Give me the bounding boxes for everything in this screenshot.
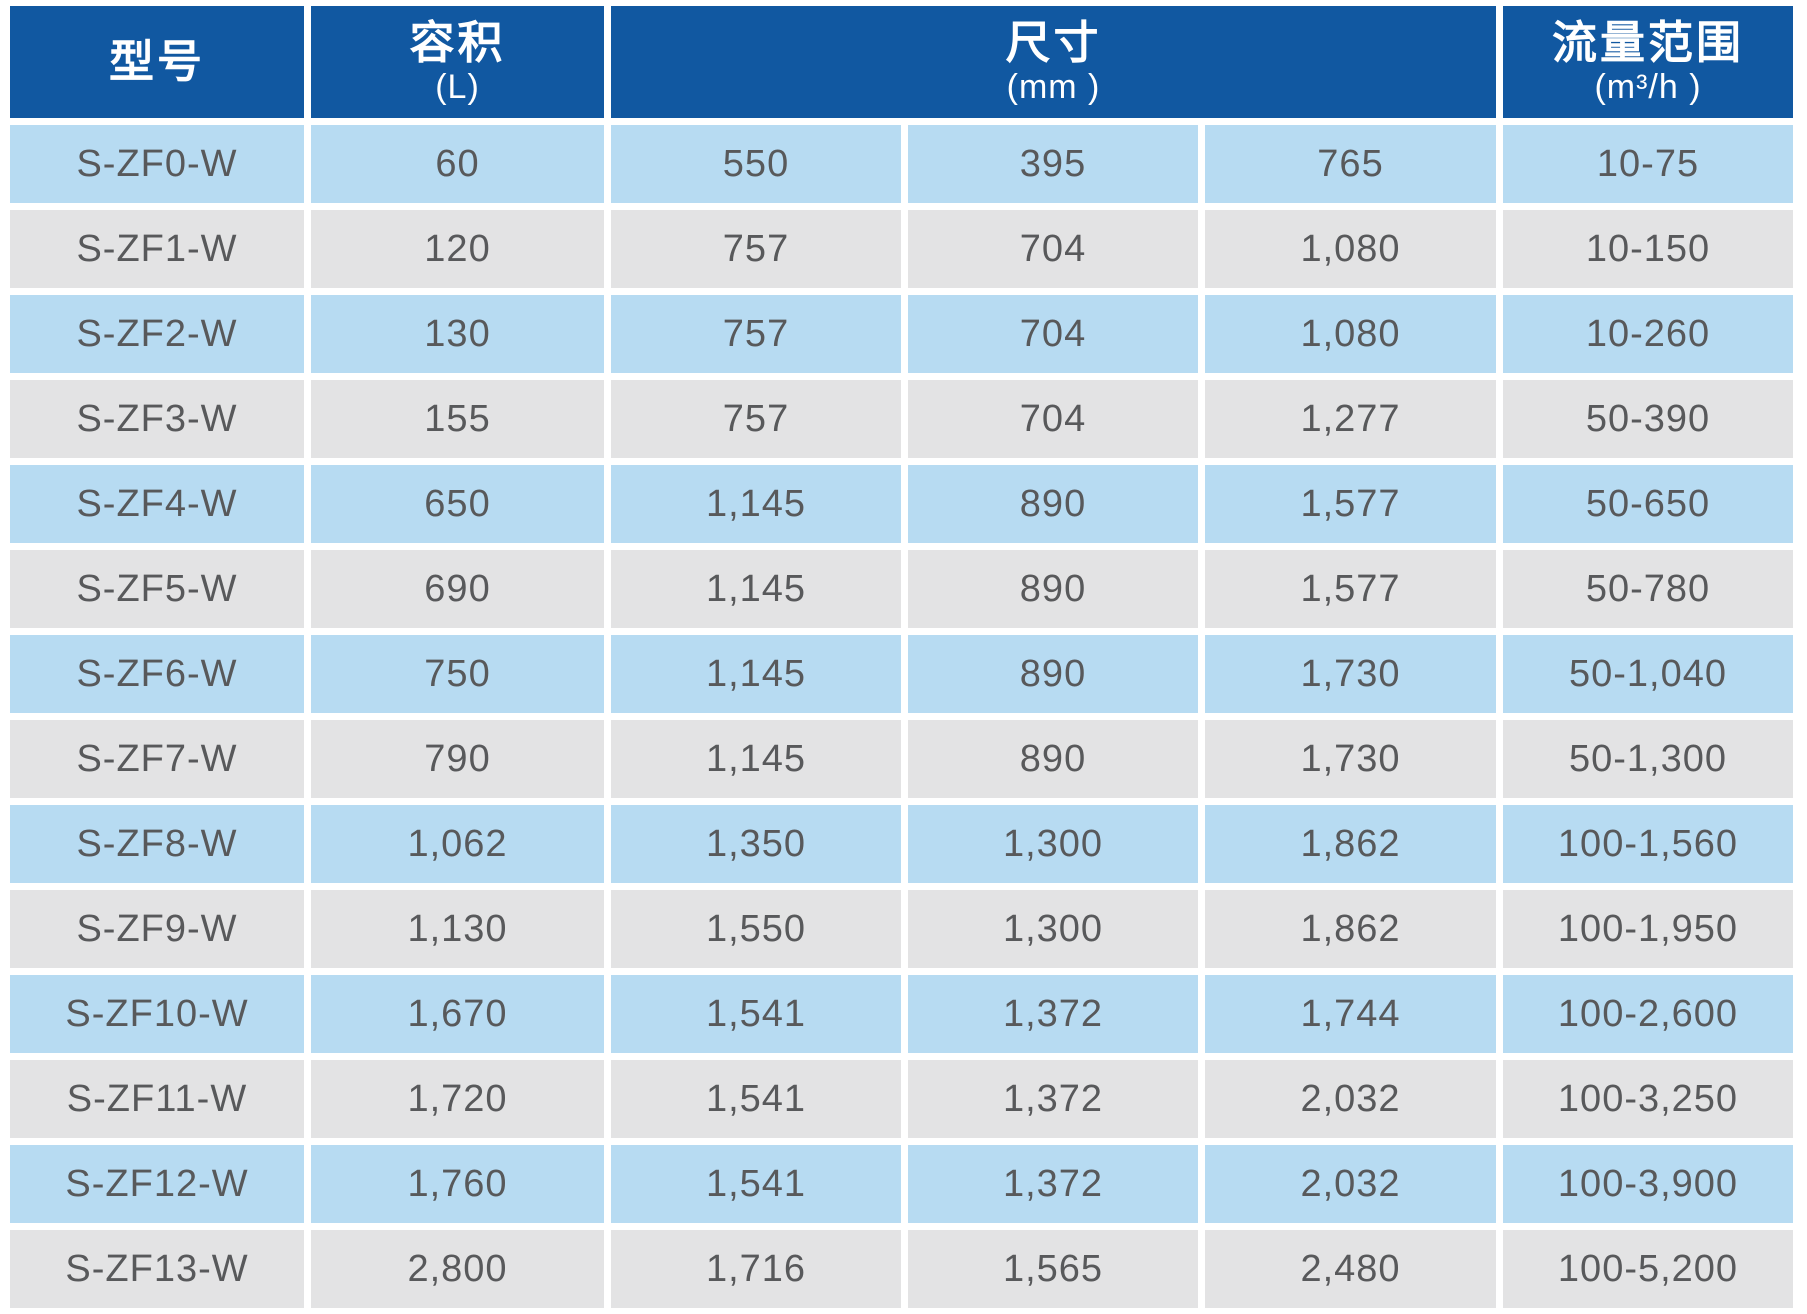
cell-dim-1: 1,541	[611, 975, 901, 1053]
cell-dim-2: 1,565	[908, 1230, 1198, 1308]
cell-dim-1: 1,716	[611, 1230, 901, 1308]
cell-volume: 690	[311, 550, 604, 628]
cell-flow-range: 50-390	[1503, 380, 1793, 458]
cell-dim-3: 1,080	[1205, 210, 1496, 288]
cell-dim-2: 1,372	[908, 975, 1198, 1053]
cell-dim-3: 1,862	[1205, 890, 1496, 968]
cell-model: S-ZF11-W	[10, 1060, 304, 1138]
cell-dim-1: 1,145	[611, 550, 901, 628]
cell-volume: 1,720	[311, 1060, 604, 1138]
cell-flow-range: 50-650	[1503, 465, 1793, 543]
cell-volume: 60	[311, 125, 604, 203]
cell-dim-2: 890	[908, 635, 1198, 713]
cell-model: S-ZF4-W	[10, 465, 304, 543]
cell-volume: 1,130	[311, 890, 604, 968]
cell-flow-range: 50-780	[1503, 550, 1793, 628]
cell-model: S-ZF6-W	[10, 635, 304, 713]
cell-flow-range: 100-5,200	[1503, 1230, 1793, 1308]
cell-model: S-ZF0-W	[10, 125, 304, 203]
header-model: 型号	[10, 6, 304, 118]
cell-flow-range: 10-75	[1503, 125, 1793, 203]
cell-dim-3: 1,277	[1205, 380, 1496, 458]
cell-dim-1: 1,145	[611, 720, 901, 798]
cell-model: S-ZF2-W	[10, 295, 304, 373]
cell-dim-2: 1,372	[908, 1145, 1198, 1223]
cell-model: S-ZF13-W	[10, 1230, 304, 1308]
cell-dim-3: 2,480	[1205, 1230, 1496, 1308]
header-flow-range: 流量范围 (m³/h )	[1503, 6, 1793, 118]
cell-volume: 1,760	[311, 1145, 604, 1223]
cell-volume: 650	[311, 465, 604, 543]
cell-dim-1: 757	[611, 295, 901, 373]
cell-volume: 1,670	[311, 975, 604, 1053]
cell-dim-3: 1,730	[1205, 635, 1496, 713]
cell-dim-2: 704	[908, 295, 1198, 373]
header-flow-range-title: 流量范围	[1551, 16, 1744, 68]
cell-dim-1: 1,541	[611, 1060, 901, 1138]
header-size-unit: (mm )	[1006, 68, 1101, 107]
cell-dim-1: 1,145	[611, 635, 901, 713]
cell-dim-3: 2,032	[1205, 1145, 1496, 1223]
cell-volume: 1,062	[311, 805, 604, 883]
cell-volume: 130	[311, 295, 604, 373]
cell-dim-3: 765	[1205, 125, 1496, 203]
cell-volume: 120	[311, 210, 604, 288]
header-volume-unit: (L)	[435, 68, 480, 107]
cell-dim-2: 890	[908, 465, 1198, 543]
cell-dim-2: 890	[908, 550, 1198, 628]
cell-dim-3: 1,577	[1205, 465, 1496, 543]
cell-dim-3: 2,032	[1205, 1060, 1496, 1138]
cell-flow-range: 100-2,600	[1503, 975, 1793, 1053]
cell-dim-2: 1,300	[908, 805, 1198, 883]
header-size-title: 尺寸	[1005, 16, 1102, 68]
cell-volume: 750	[311, 635, 604, 713]
cell-flow-range: 10-150	[1503, 210, 1793, 288]
cell-dim-1: 550	[611, 125, 901, 203]
cell-dim-2: 704	[908, 210, 1198, 288]
cell-dim-2: 1,372	[908, 1060, 1198, 1138]
cell-dim-1: 1,350	[611, 805, 901, 883]
cell-flow-range: 100-1,560	[1503, 805, 1793, 883]
cell-dim-3: 1,730	[1205, 720, 1496, 798]
header-flow-range-unit: (m³/h )	[1594, 68, 1702, 107]
cell-flow-range: 100-3,250	[1503, 1060, 1793, 1138]
cell-dim-3: 1,080	[1205, 295, 1496, 373]
cell-flow-range: 50-1,040	[1503, 635, 1793, 713]
cell-dim-1: 757	[611, 210, 901, 288]
cell-model: S-ZF1-W	[10, 210, 304, 288]
cell-dim-2: 395	[908, 125, 1198, 203]
cell-model: S-ZF10-W	[10, 975, 304, 1053]
cell-volume: 2,800	[311, 1230, 604, 1308]
cell-volume: 155	[311, 380, 604, 458]
cell-model: S-ZF9-W	[10, 890, 304, 968]
cell-dim-1: 1,145	[611, 465, 901, 543]
cell-model: S-ZF3-W	[10, 380, 304, 458]
cell-flow-range: 100-3,900	[1503, 1145, 1793, 1223]
header-size: 尺寸 (mm )	[611, 6, 1496, 118]
cell-dim-2: 890	[908, 720, 1198, 798]
cell-model: S-ZF7-W	[10, 720, 304, 798]
cell-dim-2: 704	[908, 380, 1198, 458]
cell-dim-3: 1,577	[1205, 550, 1496, 628]
cell-dim-1: 1,541	[611, 1145, 901, 1223]
cell-volume: 790	[311, 720, 604, 798]
cell-dim-1: 757	[611, 380, 901, 458]
cell-dim-3: 1,744	[1205, 975, 1496, 1053]
cell-dim-2: 1,300	[908, 890, 1198, 968]
cell-flow-range: 100-1,950	[1503, 890, 1793, 968]
cell-flow-range: 50-1,300	[1503, 720, 1793, 798]
cell-dim-3: 1,862	[1205, 805, 1496, 883]
cell-model: S-ZF12-W	[10, 1145, 304, 1223]
header-volume-title: 容积	[409, 16, 506, 68]
cell-flow-range: 10-260	[1503, 295, 1793, 373]
header-model-title: 型号	[108, 35, 205, 87]
header-volume: 容积 (L)	[311, 6, 604, 118]
cell-dim-1: 1,550	[611, 890, 901, 968]
cell-model: S-ZF8-W	[10, 805, 304, 883]
cell-model: S-ZF5-W	[10, 550, 304, 628]
